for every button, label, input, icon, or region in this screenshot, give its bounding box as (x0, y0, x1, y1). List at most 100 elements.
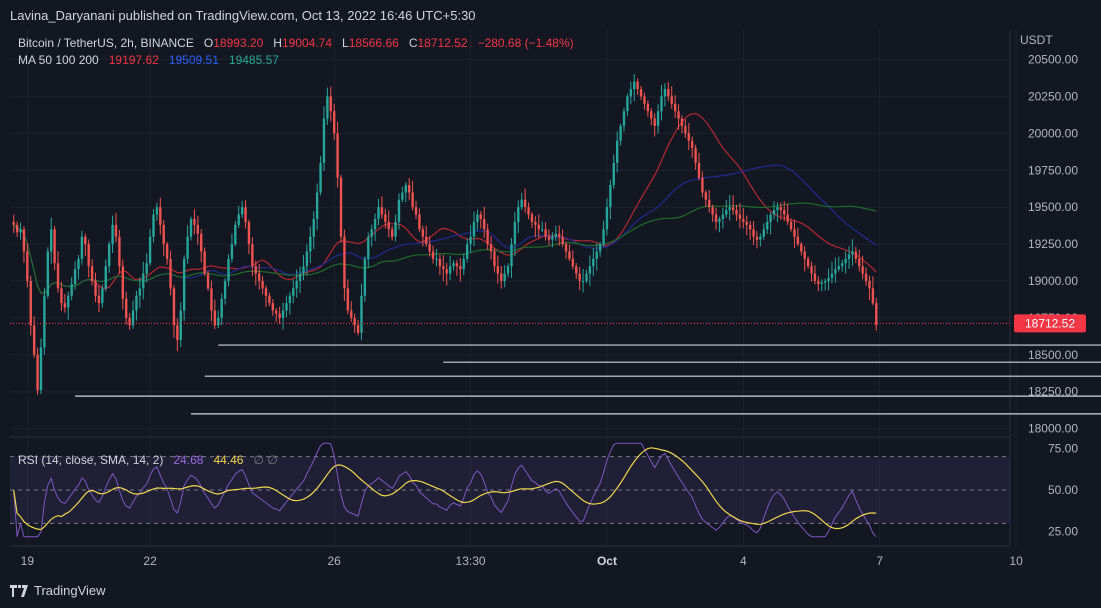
candle-body (237, 214, 240, 225)
candle-body (77, 258, 80, 270)
candle-body (26, 251, 29, 281)
grid (10, 30, 1017, 547)
candle-body (725, 210, 728, 215)
last-price-tag (1014, 314, 1086, 333)
candle-body (639, 89, 643, 97)
tradingview-brand[interactable]: TradingView (10, 583, 106, 598)
candle-body (442, 266, 445, 270)
candle-body (63, 303, 67, 308)
candle-body (827, 278, 830, 281)
candle-body (169, 258, 172, 289)
ohlc-c-label: C (408, 36, 418, 50)
candle-body (619, 125, 622, 141)
candle-body (39, 347, 43, 391)
candle-body (513, 221, 517, 245)
candle-body (128, 317, 131, 326)
candle-body (387, 221, 390, 230)
symbol-name[interactable]: Bitcoin / TetherUS, 2h, BINANCE (18, 36, 194, 50)
candle-body (472, 221, 476, 237)
candle-body (53, 229, 56, 264)
candle-body (111, 224, 114, 245)
ohlc-change: −280.68 (−1.48%) (477, 36, 574, 50)
rsi-ma-line (13, 447, 877, 531)
candle-body (145, 263, 148, 274)
candle-body (718, 218, 721, 222)
candle-body (554, 233, 558, 237)
candle-body (36, 354, 39, 391)
rsi-tick-label: 50.00 (1048, 483, 1078, 497)
candle-body (796, 236, 800, 245)
candle-body (32, 325, 36, 355)
candle-body (261, 280, 264, 289)
candle-body (527, 207, 530, 215)
candle-body (186, 236, 189, 259)
candle-body (806, 258, 810, 267)
y-tick-label: 19500.00 (1028, 200, 1078, 214)
candle-body (155, 207, 159, 215)
candle-body (390, 229, 394, 237)
candle-body (29, 280, 32, 326)
candle-body (268, 295, 271, 304)
candle-body (220, 298, 223, 318)
ohlc-o-label: O (203, 36, 214, 50)
ohlc-open: 18993.20 (213, 36, 264, 50)
candle-body (748, 224, 752, 230)
x-tick-label: Oct (597, 554, 617, 568)
candle-body (401, 192, 404, 200)
candle-body (275, 310, 278, 314)
candle-body (418, 214, 421, 230)
candle-body (844, 258, 847, 264)
candle-body (165, 244, 169, 259)
candle-body (483, 218, 486, 230)
y-tick-label: 18500.00 (1028, 348, 1078, 362)
candle-body (343, 236, 346, 289)
candle-body (408, 185, 411, 193)
candle-body (309, 236, 312, 252)
candle-body (830, 273, 834, 279)
candle-body (43, 295, 46, 348)
candle-body (544, 229, 547, 237)
candle-body (769, 214, 772, 222)
candle-body (728, 207, 731, 211)
x-tick-label: 4 (740, 554, 747, 568)
candle-body (240, 207, 244, 215)
candle-body (346, 288, 350, 311)
candle-body (789, 221, 793, 230)
candle-body (776, 207, 779, 211)
candle-body (46, 251, 49, 296)
rsi-label[interactable]: RSI (14, close, SMA, 14, 2) (18, 453, 164, 467)
candle-body (742, 218, 745, 222)
candle-body (67, 295, 70, 308)
candle-body (551, 236, 554, 240)
candle-body (459, 266, 462, 270)
candle-body (800, 244, 803, 252)
candle-body (510, 244, 513, 267)
candle-body (363, 258, 367, 296)
candle-body (803, 251, 806, 259)
candle-body (673, 103, 677, 112)
candle-body (834, 269, 837, 274)
ma-label[interactable]: MA 50 100 200 (18, 53, 99, 67)
candle-body (677, 111, 680, 119)
candle-body (101, 288, 104, 304)
y-tick-label: 20250.00 (1028, 89, 1078, 103)
candle-body (697, 162, 701, 178)
candle-body (176, 325, 179, 341)
y-tick-label: 18250.00 (1028, 385, 1078, 399)
candle-body (125, 298, 128, 318)
ma50-line (13, 113, 877, 294)
candle-body (813, 273, 817, 281)
candle-body (568, 251, 571, 259)
candle-body (70, 283, 73, 296)
candle-body (851, 251, 854, 255)
candle-body (298, 273, 302, 281)
candle-body (820, 282, 823, 284)
candle-body (131, 310, 135, 326)
rsi-legend: RSI (14, close, SMA, 14, 2) 24.68 44.46 … (18, 453, 278, 467)
candle-body (602, 229, 605, 245)
candle-body (875, 303, 878, 326)
candle-body (462, 258, 465, 270)
candle-body (841, 263, 844, 267)
rsi-na-values: ∅ ∅ (253, 453, 278, 467)
